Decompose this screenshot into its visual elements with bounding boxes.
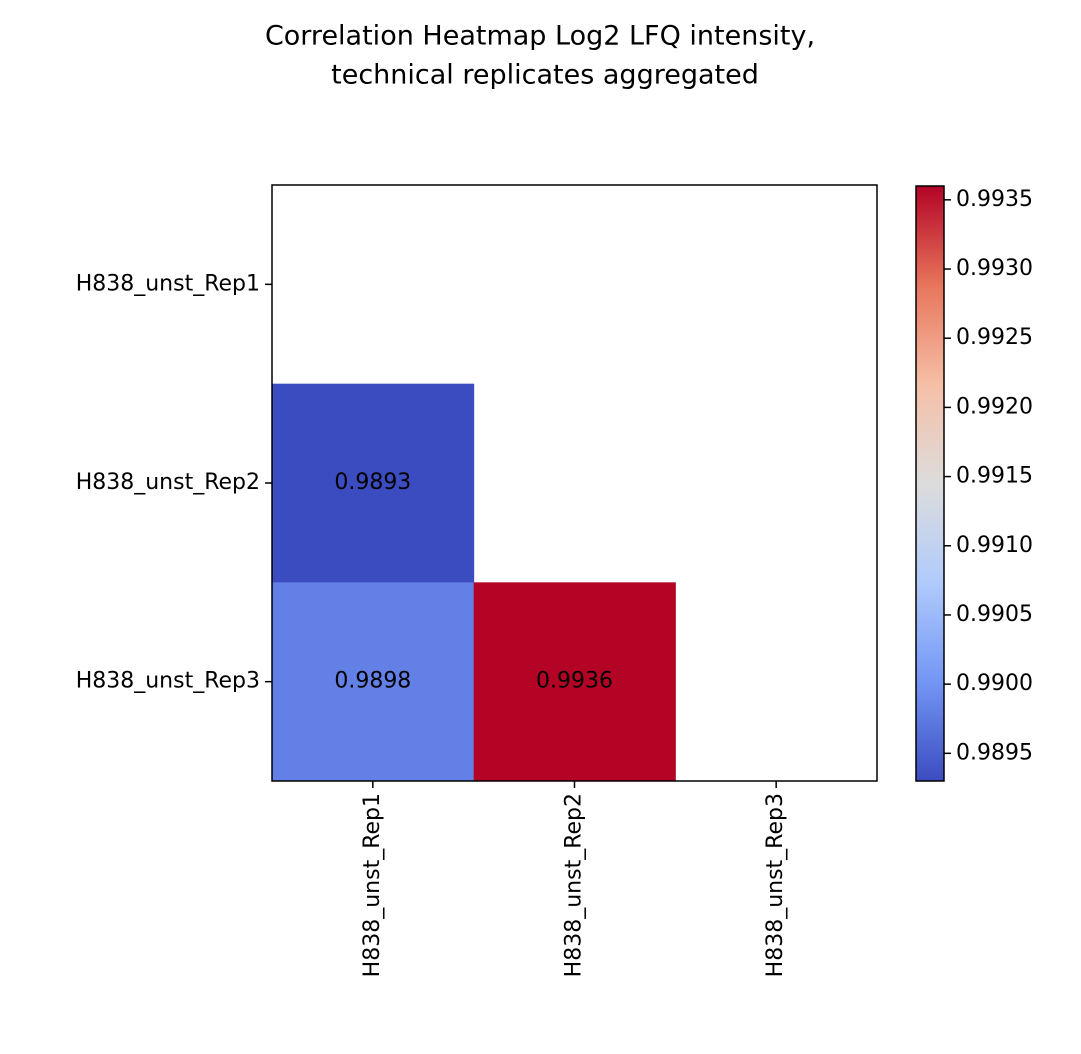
chart-title: Correlation Heatmap Log2 LFQ intensity, <box>265 21 815 52</box>
colorbar-tick-label: 0.9895 <box>956 740 1033 765</box>
cell-label: 0.9893 <box>334 470 411 495</box>
heatmap-cell <box>272 582 475 782</box>
y-tick-label: H838_unst_Rep2 <box>76 470 260 495</box>
x-tick-label: H838_unst_Rep2 <box>562 793 587 977</box>
colorbar-tick-label: 0.9920 <box>956 394 1033 419</box>
colorbar <box>915 185 945 782</box>
heatmap-cell <box>473 582 676 782</box>
cell-label: 0.9936 <box>536 669 613 694</box>
colorbar-tick-label: 0.9905 <box>956 602 1033 627</box>
heatmap-cell <box>272 383 475 583</box>
colorbar-tick-label: 0.9930 <box>956 256 1033 281</box>
colorbar-tick-label: 0.9925 <box>956 325 1033 350</box>
y-tick-label: H838_unst_Rep1 <box>76 271 260 296</box>
chart-title: technical replicates aggregated <box>331 60 759 91</box>
colorbar-tick-label: 0.9910 <box>956 533 1033 558</box>
y-tick-label: H838_unst_Rep3 <box>76 669 260 694</box>
x-tick-label: H838_unst_Rep1 <box>360 793 385 977</box>
colorbar-tick-label: 0.9935 <box>956 187 1033 212</box>
colorbar-tick-label: 0.9915 <box>956 464 1033 489</box>
cell-label: 0.9898 <box>334 669 411 694</box>
x-tick-label: H838_unst_Rep3 <box>763 793 788 977</box>
colorbar-tick-label: 0.9900 <box>956 671 1033 696</box>
